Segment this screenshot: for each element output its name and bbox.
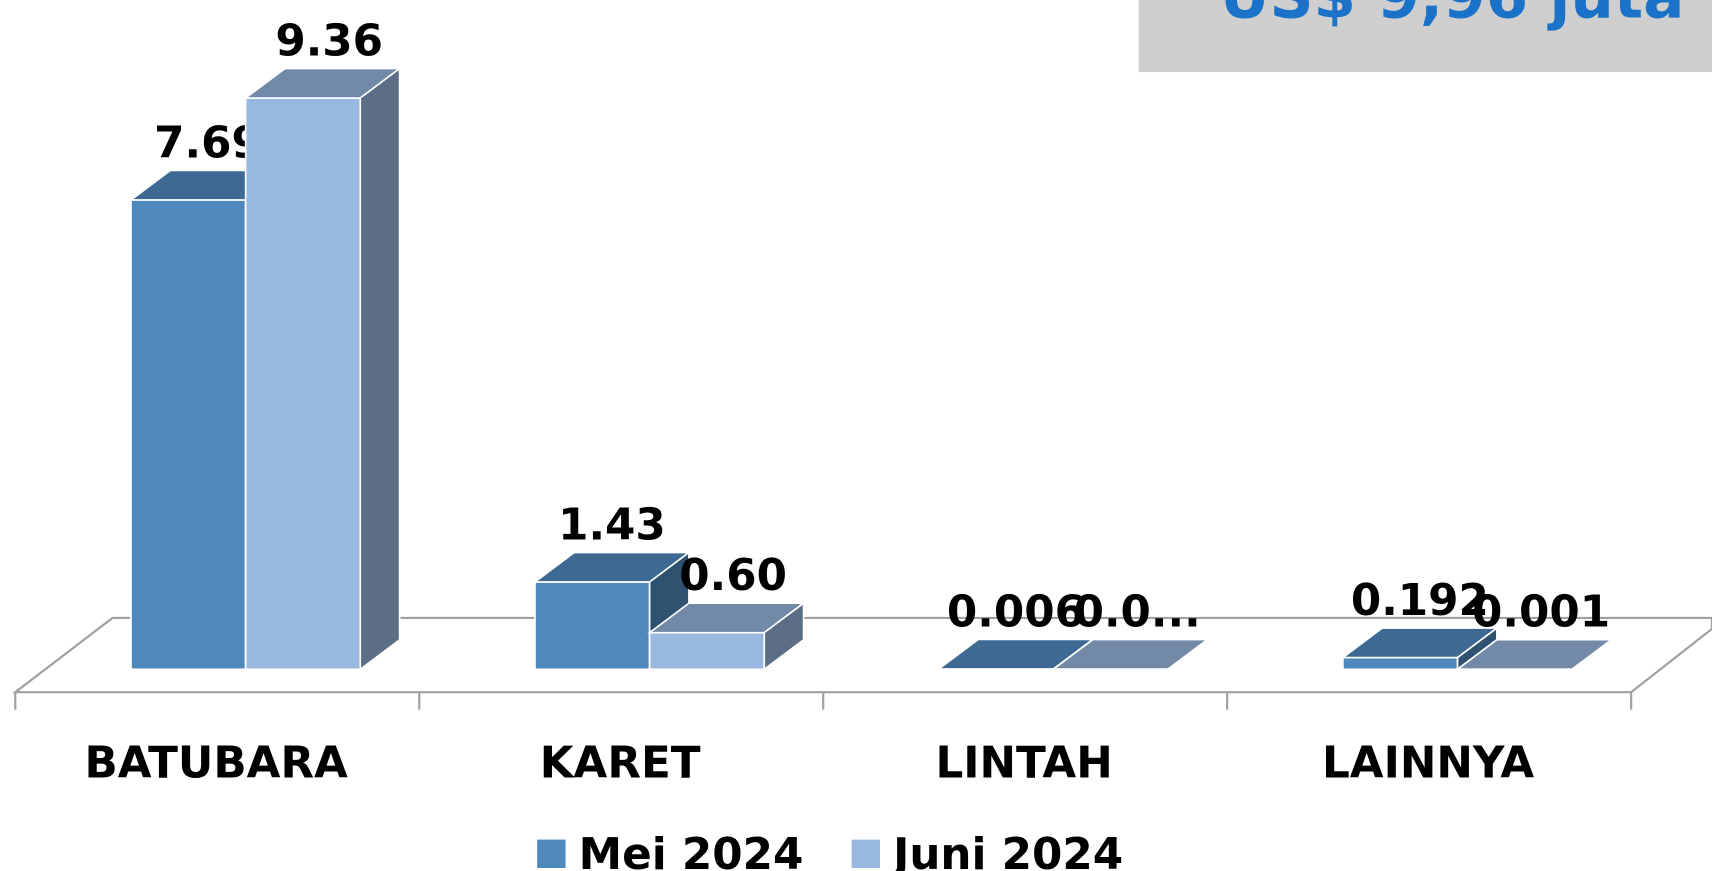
plot: US$ 9,96 juta BATUBARA 7.69 9.36 KARET 1.43 0… (12, 0, 1712, 871)
legend-swatch (851, 839, 880, 868)
legend-swatch (537, 839, 566, 868)
x-tick-label: LINTAH (935, 737, 1112, 788)
x-tick-label: BATUBARA (84, 737, 348, 788)
annotation-box (1138, 0, 1712, 73)
x-tick-label: KARET (540, 737, 701, 788)
bar-side (359, 66, 401, 671)
bar (1455, 638, 1614, 671)
bar-side (1167, 637, 1209, 671)
bar-side (1571, 638, 1613, 671)
value-label: 0.0... (1074, 586, 1201, 637)
bar (647, 601, 807, 671)
value-label: 7.69 (154, 117, 262, 168)
bar-side (763, 601, 805, 671)
legend-label: Mei 2024 (579, 829, 804, 871)
value-label: 0.192 (1351, 575, 1489, 626)
x-tick-label: LAINNYA (1322, 737, 1534, 788)
bar (243, 66, 403, 671)
value-label: 1.43 (558, 499, 666, 550)
bar-front (648, 631, 766, 671)
value-label: 9.36 (275, 15, 383, 66)
annotation: US$ 9,96 juta (1220, 0, 1685, 32)
bar (1051, 637, 1210, 671)
value-label: 0.006 (947, 586, 1085, 637)
bar-front (130, 199, 247, 671)
bar-front (244, 97, 362, 671)
bar-front (1342, 656, 1459, 671)
value-label: 0.001 (1472, 587, 1610, 638)
legend-label: Juni 2024 (890, 829, 1123, 871)
bar (532, 550, 692, 671)
bar-front (534, 581, 651, 671)
value-label: 0.60 (679, 550, 787, 601)
